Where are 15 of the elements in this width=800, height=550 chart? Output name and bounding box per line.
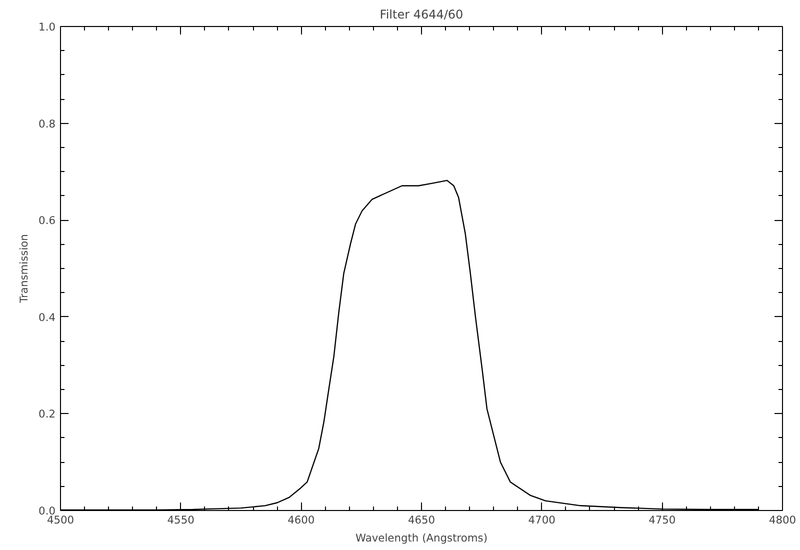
- x-axis-title: Wavelength (Angstroms): [355, 532, 488, 544]
- y-axis-title: Transmission: [18, 234, 31, 304]
- y-tick-label: 0.6: [38, 214, 56, 228]
- x-tick-label: 4700: [528, 514, 556, 526]
- y-tick-label: 0.2: [38, 408, 56, 421]
- chart-title: Filter 4644/60: [380, 8, 464, 22]
- y-tick-label: 1.0: [38, 20, 56, 34]
- x-tick-label: 4750: [648, 514, 676, 526]
- y-tick-label: 0.4: [38, 310, 56, 324]
- x-tick-label: 4600: [288, 514, 315, 526]
- x-tick-label: 4500: [46, 514, 74, 526]
- x-tick-label: 4550: [167, 514, 195, 526]
- y-tick-label: 0.8: [38, 117, 56, 130]
- x-tick-label: 4800: [768, 514, 796, 526]
- x-tick-label: 4650: [408, 514, 436, 526]
